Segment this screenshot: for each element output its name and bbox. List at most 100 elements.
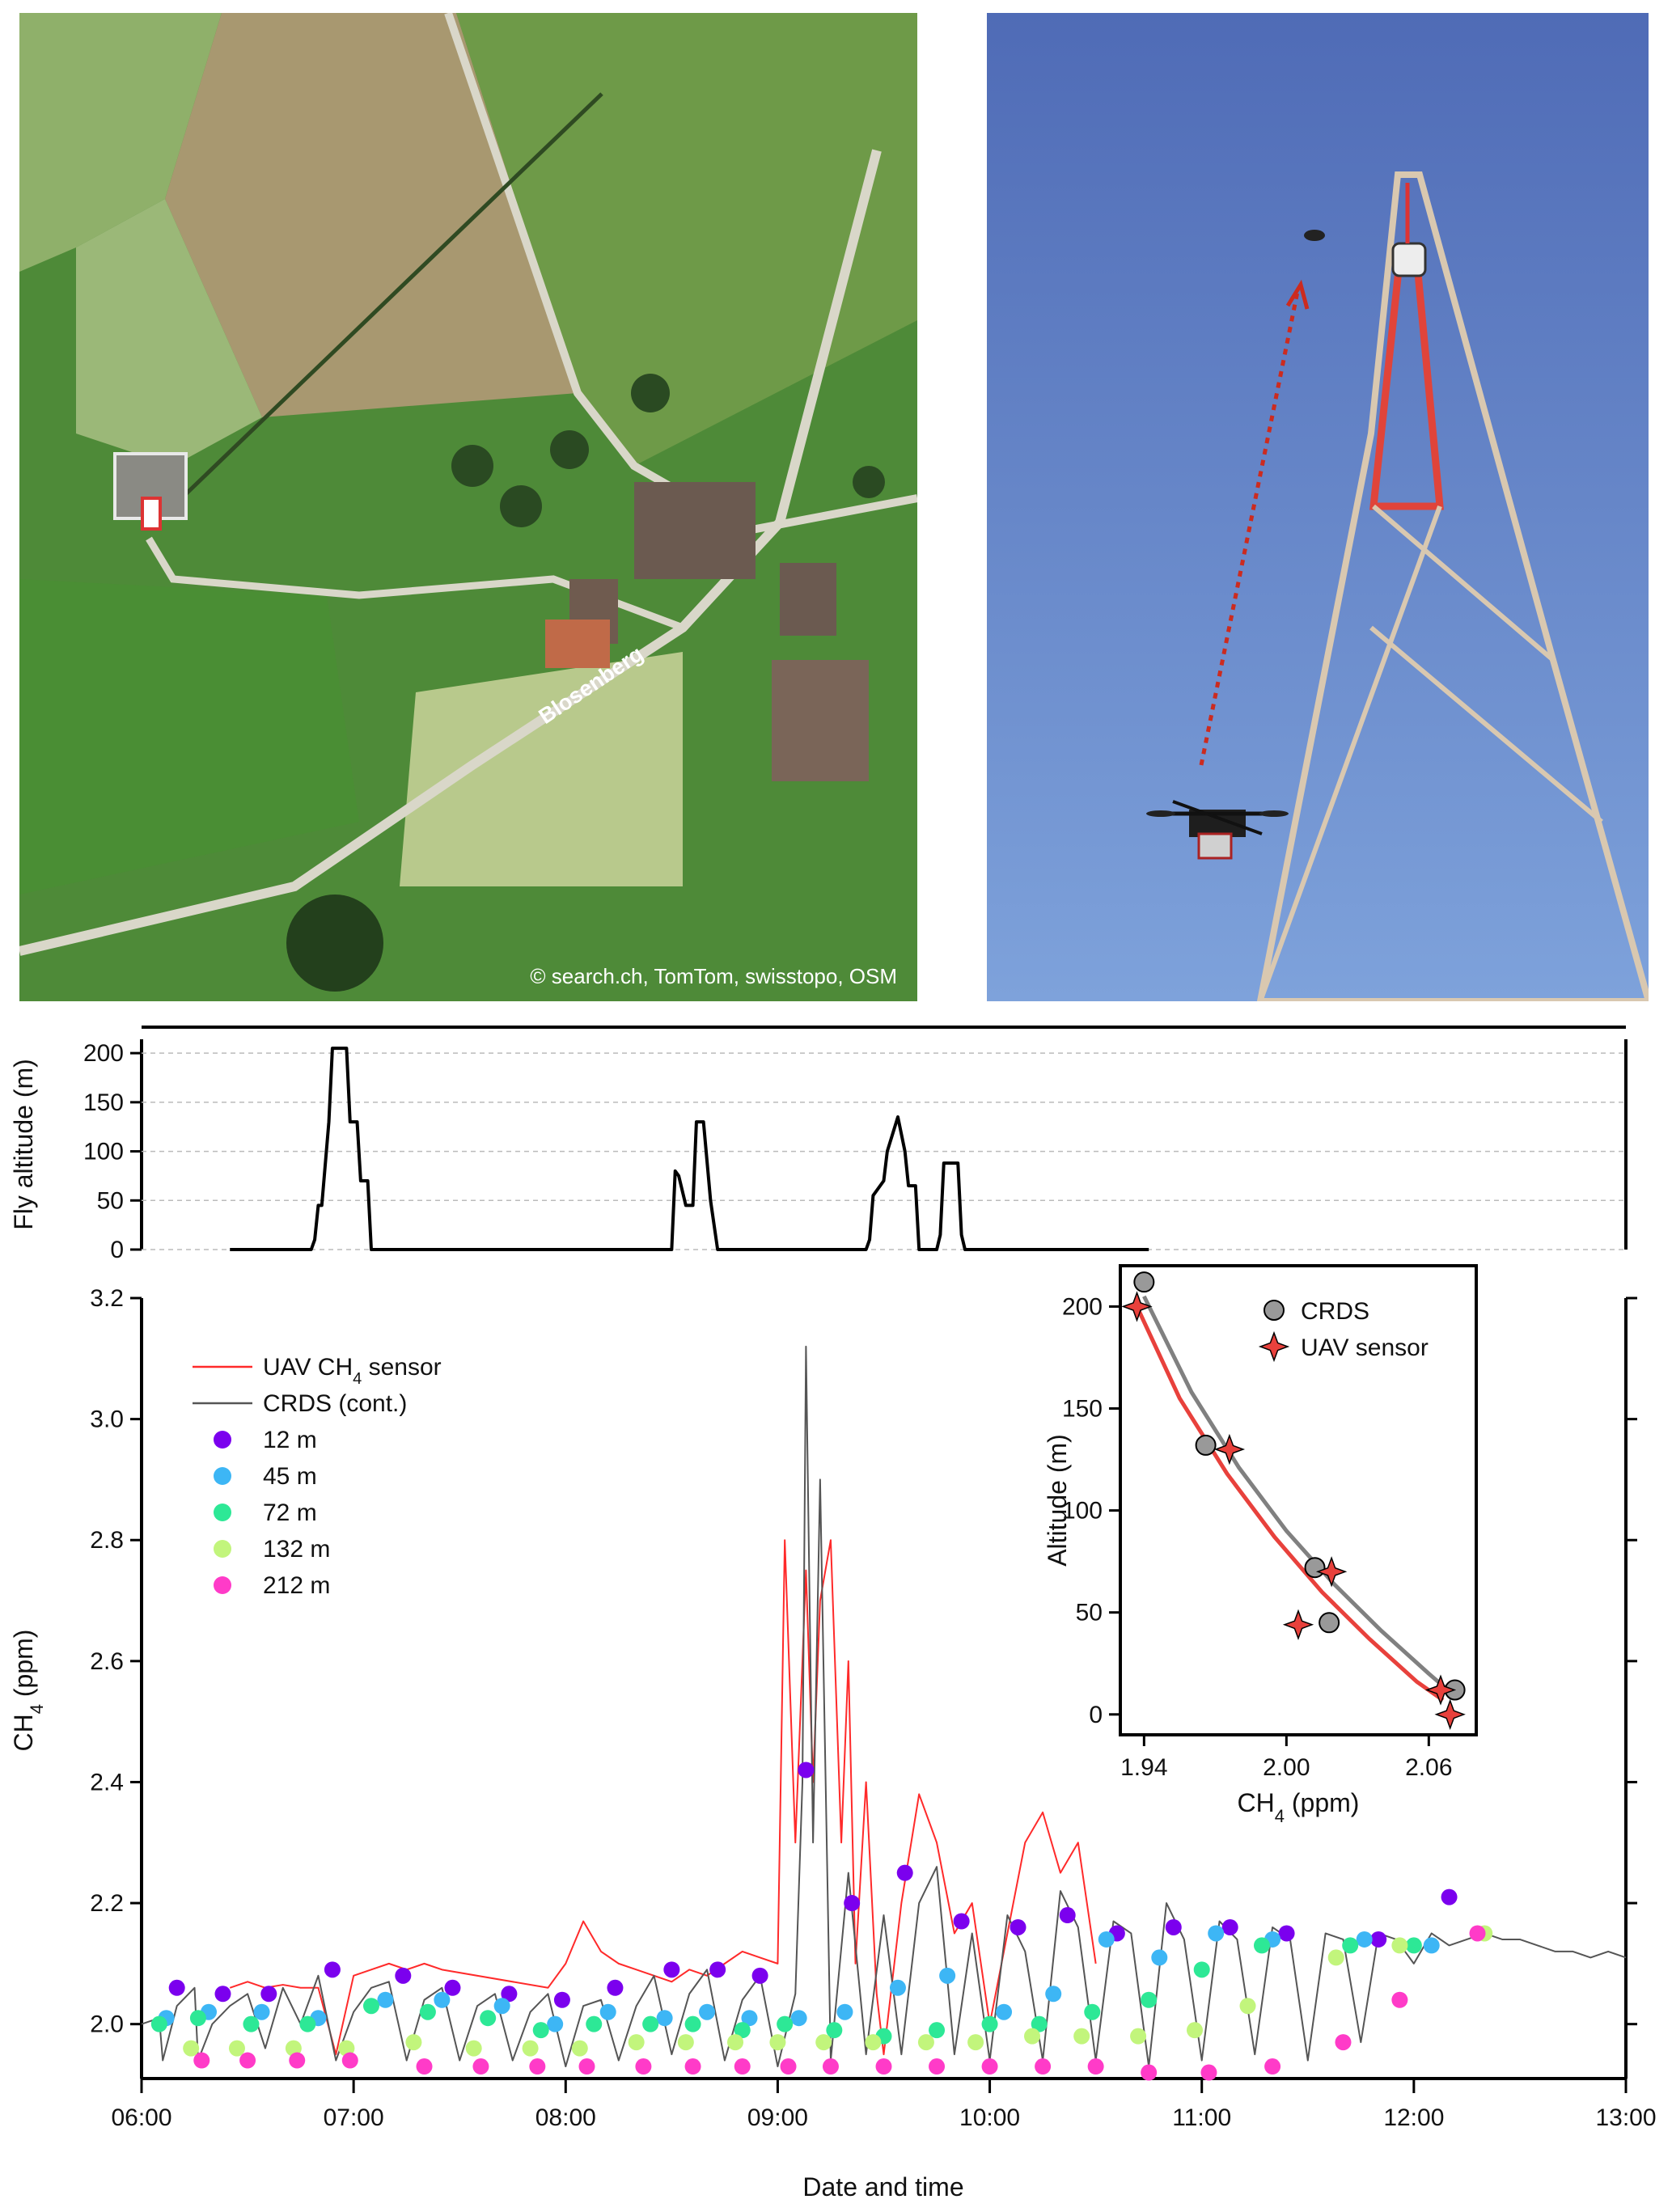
field-pale bbox=[76, 199, 262, 466]
point-12m bbox=[1010, 1918, 1026, 1935]
point-45m bbox=[741, 2010, 758, 2027]
ch4-altitude-points bbox=[150, 1762, 1493, 2081]
aerial-map-photo: Blosenberg © search.ch, TomTom, swisstop… bbox=[19, 13, 917, 1001]
legend-label: 12 m bbox=[263, 1427, 317, 1453]
point-12m bbox=[1370, 1931, 1387, 1948]
point-12m bbox=[444, 1979, 461, 1996]
point-72m bbox=[189, 2010, 206, 2027]
field-brown bbox=[165, 13, 578, 417]
field-light-green bbox=[19, 13, 222, 272]
road-main bbox=[19, 149, 882, 956]
farm-building-4 bbox=[772, 660, 869, 781]
ch4-y-tick-label: 2.4 bbox=[90, 1769, 124, 1795]
point-72m bbox=[777, 2015, 794, 2032]
point-45m bbox=[493, 1998, 510, 2015]
legend-label: CRDS (cont.) bbox=[263, 1390, 407, 1417]
point-212m bbox=[289, 2052, 306, 2069]
tower-lattice bbox=[1256, 171, 1649, 1001]
inset-legend-circle bbox=[1264, 1300, 1285, 1321]
point-212m bbox=[684, 2058, 701, 2075]
flight-path-arrow bbox=[1199, 287, 1301, 766]
point-72m bbox=[362, 1998, 379, 2015]
point-12m bbox=[751, 1967, 768, 1984]
point-72m bbox=[1141, 1991, 1158, 2008]
inset-uav-point bbox=[1121, 1291, 1153, 1322]
point-45m bbox=[836, 2003, 853, 2020]
inset-x-tick-label: 2.06 bbox=[1405, 1754, 1452, 1781]
point-212m bbox=[472, 2058, 489, 2075]
point-212m bbox=[1200, 2064, 1217, 2081]
point-12m bbox=[1221, 1918, 1238, 1935]
farm-building-1 bbox=[634, 482, 756, 579]
inset-crds-point bbox=[1319, 1612, 1340, 1634]
ch4-series bbox=[141, 1345, 1627, 2068]
point-212m bbox=[981, 2058, 998, 2075]
point-132m bbox=[183, 2040, 200, 2057]
point-12m bbox=[324, 1961, 341, 1978]
point-12m bbox=[663, 1961, 680, 1978]
point-72m bbox=[299, 2015, 316, 2032]
point-12m bbox=[1278, 1925, 1295, 1942]
inset-uav-point bbox=[1213, 1433, 1246, 1466]
ch4-x-tick-label: 10:00 bbox=[959, 2104, 1020, 2131]
point-12m bbox=[844, 1895, 861, 1912]
ch4-x-tick-label: 08:00 bbox=[535, 2104, 596, 2131]
farm-building-5 bbox=[545, 620, 610, 668]
point-12m bbox=[953, 1913, 970, 1930]
legend-label: UAV CH4 sensor bbox=[263, 1354, 442, 1388]
inset-legend-label: UAV sensor bbox=[1301, 1334, 1429, 1361]
point-72m bbox=[981, 2015, 998, 2032]
point-132m bbox=[465, 2040, 482, 2057]
altitude-y-tick-label: 150 bbox=[83, 1089, 124, 1116]
farm-building-3 bbox=[780, 563, 836, 636]
legend-dot-swatch bbox=[214, 1467, 231, 1485]
aerial-map-image: Blosenberg © search.ch, TomTom, swisstop… bbox=[19, 13, 917, 1001]
point-212m bbox=[780, 2058, 797, 2075]
point-132m bbox=[917, 2034, 934, 2051]
ch4-x-tick-label: 13:00 bbox=[1595, 2104, 1656, 2131]
legend-label: 132 m bbox=[263, 1536, 330, 1563]
point-72m bbox=[1084, 2003, 1101, 2020]
point-12m bbox=[1059, 1907, 1076, 1924]
inset-crds-fit bbox=[1142, 1295, 1454, 1696]
point-45m bbox=[1423, 1937, 1440, 1954]
ch4-x-tick-label: 12:00 bbox=[1383, 2104, 1444, 2131]
legend-dot-swatch bbox=[214, 1431, 231, 1449]
point-12m bbox=[1441, 1888, 1458, 1905]
altitude-series bbox=[230, 1047, 1149, 1251]
point-212m bbox=[416, 2058, 433, 2075]
point-132m bbox=[228, 2040, 245, 2057]
point-212m bbox=[1141, 2064, 1158, 2081]
inset-y-axis-title: Altitude (m) bbox=[1043, 1434, 1072, 1567]
point-45m bbox=[1098, 1931, 1115, 1948]
inset-crds-point bbox=[1304, 1557, 1326, 1579]
inset-ticks: 1.94 2.00 2.06 0 50 100 150 200 bbox=[1062, 1293, 1453, 1781]
ch4-y-tick-label: 3.0 bbox=[90, 1406, 124, 1433]
ch4-x-axis-title: Date and time bbox=[802, 2172, 963, 2201]
inset-crds-point bbox=[1195, 1434, 1217, 1456]
point-45m bbox=[599, 2003, 616, 2020]
inset-y-tick-label: 50 bbox=[1076, 1600, 1103, 1626]
point-212m bbox=[239, 2052, 256, 2069]
tower-shadow bbox=[171, 92, 603, 508]
tower-uav-photo bbox=[987, 13, 1649, 1001]
point-45m bbox=[996, 2003, 1013, 2020]
point-72m bbox=[1253, 1937, 1270, 1954]
point-45m bbox=[1208, 1925, 1225, 1942]
point-45m bbox=[1151, 1949, 1168, 1966]
point-132m bbox=[677, 2034, 694, 2051]
ch4-x-tick-label: 09:00 bbox=[747, 2104, 808, 2131]
point-72m bbox=[684, 2015, 701, 2032]
point-212m bbox=[578, 2058, 595, 2075]
point-72m bbox=[929, 2022, 946, 2039]
point-72m bbox=[1405, 1937, 1422, 1954]
ch4-x-tick-label: 06:00 bbox=[111, 2104, 171, 2131]
point-212m bbox=[1391, 1991, 1408, 2008]
point-212m bbox=[929, 2058, 946, 2075]
point-45m bbox=[699, 2003, 716, 2020]
point-212m bbox=[1264, 2058, 1281, 2075]
tree-large bbox=[286, 895, 383, 992]
point-12m bbox=[607, 1979, 624, 1996]
